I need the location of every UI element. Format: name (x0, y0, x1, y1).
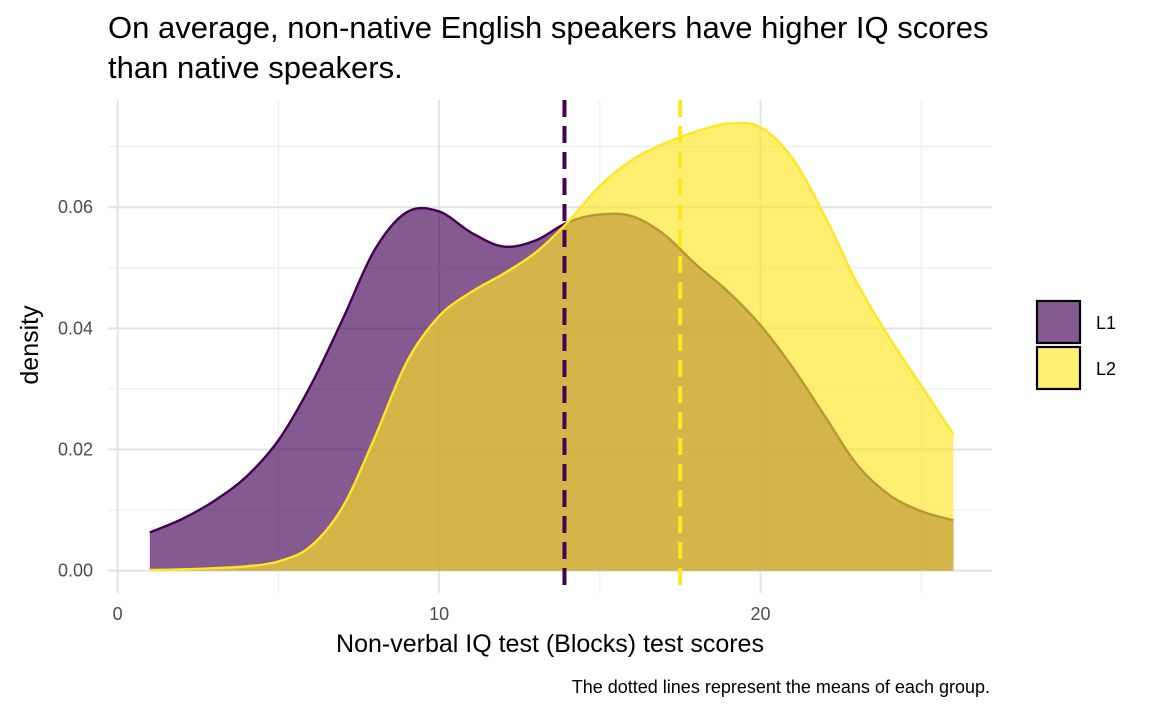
density-areas (149, 121, 955, 572)
legend-label-l1: L1 (1096, 313, 1116, 333)
y-tick-label: 0.02 (58, 439, 93, 459)
x-tick-label: 20 (751, 604, 771, 624)
y-tick-label: 0.06 (58, 197, 93, 217)
legend-label-l2: L2 (1096, 359, 1116, 379)
chart-caption: The dotted lines represent the means of … (572, 677, 990, 697)
legend: L1 L2 (1035, 299, 1116, 391)
x-tick-label: 10 (429, 604, 449, 624)
y-axis-title: density (16, 305, 44, 385)
x-axis-title: Non-verbal IQ test (Blocks) test scores (336, 630, 764, 658)
y-tick-label: 0.00 (58, 561, 93, 581)
legend-key-l2 (1035, 345, 1082, 391)
chart-title-line-2: than native speakers. (108, 50, 403, 85)
x-tick-label: 0 (113, 604, 123, 624)
chart-title-line-1: On average, non-native English speakers … (108, 10, 989, 45)
axis-ticks: 0.00 0.02 0.04 0.06 0 10 20 (58, 197, 771, 624)
legend-key-l1 (1035, 299, 1082, 345)
density-area-l2 (149, 122, 954, 571)
mean-lines (562, 100, 683, 593)
y-tick-label: 0.04 (58, 318, 93, 338)
density-line-l2 (149, 121, 955, 572)
